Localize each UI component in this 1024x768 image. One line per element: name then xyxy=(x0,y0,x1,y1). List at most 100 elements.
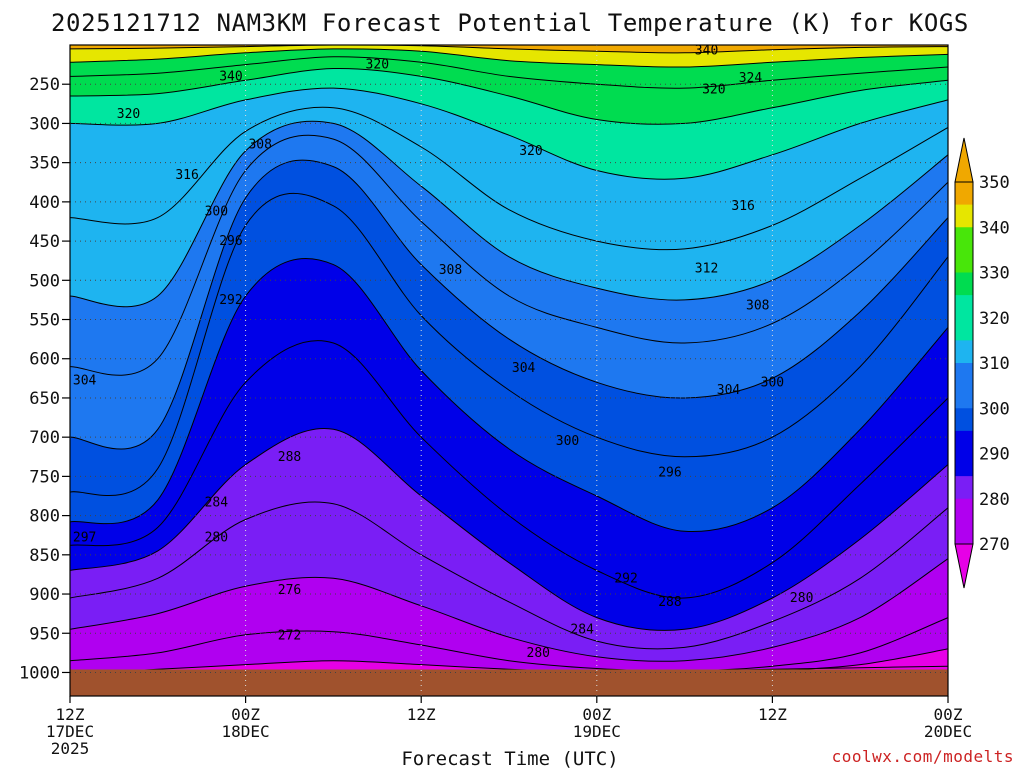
isentrope-284 xyxy=(69,501,949,650)
colorbar-cell xyxy=(955,430,973,454)
colorbar-cell xyxy=(955,453,973,477)
contour-label: 304 xyxy=(512,361,536,376)
colorbar-label: 340 xyxy=(979,218,1010,238)
colorbar-cell xyxy=(955,385,973,409)
contour-label: 280 xyxy=(205,531,228,546)
x-tick-label: 12Z xyxy=(758,705,787,724)
isentrope-316 xyxy=(69,106,949,251)
y-tick-label: 650 xyxy=(29,389,60,409)
colorbar-cell xyxy=(955,249,973,273)
contour-label: 284 xyxy=(205,495,229,510)
band-324 xyxy=(70,56,948,125)
x-tick-label: 20DEC xyxy=(924,722,972,741)
contour-label: 324 xyxy=(739,71,763,86)
y-axis: 250 300 350 400 450 500 550 600 650 700 750 800 850 9… xyxy=(19,75,70,683)
isentrope-324 xyxy=(69,67,949,125)
isentrope-330 xyxy=(69,56,949,89)
isentrope-312 xyxy=(69,120,949,308)
band-316 xyxy=(70,88,948,250)
band-296 xyxy=(70,193,948,532)
contour-label: 320 xyxy=(702,83,725,98)
contour-label: 320 xyxy=(117,107,140,122)
colorbar-cell xyxy=(955,272,973,296)
colorbar-cell xyxy=(955,295,973,319)
colorbar-cell xyxy=(955,521,973,545)
theta-bands xyxy=(70,44,948,696)
y-tick-label: 400 xyxy=(29,193,60,213)
contour-label: 296 xyxy=(219,234,242,249)
contour-label: 300 xyxy=(205,204,228,219)
y-tick-label: 900 xyxy=(29,585,60,605)
colorbar-cell xyxy=(955,363,973,387)
band-280 xyxy=(70,502,948,662)
isentrope-280 xyxy=(69,558,949,662)
isentrope-292 xyxy=(69,340,949,599)
isentrope-320 xyxy=(69,87,949,180)
colorbar-cell xyxy=(955,204,973,228)
band-304 xyxy=(70,135,948,449)
y-tick-label: 550 xyxy=(29,311,60,331)
contour-label: 300 xyxy=(761,375,784,390)
credit-text: coolwx.com/modelts xyxy=(832,747,1014,766)
isentrope-350 xyxy=(69,44,949,54)
colorbar-frame xyxy=(954,181,974,545)
colorbar-cell xyxy=(955,317,973,341)
y-tick-label: 800 xyxy=(29,507,60,527)
band-330 xyxy=(70,48,948,89)
band-312 xyxy=(70,107,948,307)
x-tick-label: 2025 xyxy=(51,739,90,758)
contour-label: 288 xyxy=(658,595,681,610)
colorbar-cell xyxy=(955,476,973,500)
colorbar-label: 320 xyxy=(979,309,1010,329)
colorbar: 270 280 290 300 310 320 330 340 350 xyxy=(954,137,1010,589)
contour-label: 272 xyxy=(278,629,301,644)
contour-labels: 340 320 308 316 320 340 324 320 320 316 300 296 292 3… xyxy=(73,43,814,660)
colorbar-label: 300 xyxy=(979,399,1010,419)
isentrope-300 xyxy=(69,192,949,496)
y-tick-label: 350 xyxy=(29,154,60,174)
contour-label: 308 xyxy=(746,298,769,313)
y-tick-label: 700 xyxy=(29,428,60,448)
x-tick-label: 17DEC xyxy=(46,722,94,741)
colorbar-label: 280 xyxy=(979,490,1010,510)
colorbar-label: 290 xyxy=(979,445,1010,465)
colorbar-cell xyxy=(955,498,973,522)
y-tick-label: 250 xyxy=(29,75,60,95)
band-340 xyxy=(70,44,948,68)
colorbar-label: 310 xyxy=(979,354,1010,374)
contour-label: 280 xyxy=(527,646,550,661)
y-tick-label: 500 xyxy=(29,271,60,291)
band-276 xyxy=(70,558,948,671)
x-tick-label: 00Z xyxy=(231,705,260,724)
contour-label: 340 xyxy=(695,43,718,58)
band-top xyxy=(70,44,948,53)
colorbar-cell xyxy=(955,340,973,364)
contour-label: 320 xyxy=(519,144,542,159)
y-tick-label: 750 xyxy=(29,467,60,487)
x-tick-label: 00Z xyxy=(934,705,963,724)
colorbar-bottom-arrow xyxy=(954,543,974,589)
isentrope-288 xyxy=(69,427,949,631)
contour-label: 316 xyxy=(175,168,198,183)
y-tick-label: 600 xyxy=(29,350,60,370)
contour-label: 340 xyxy=(219,69,242,84)
contour-label: 280 xyxy=(790,591,813,606)
ground-surface xyxy=(70,669,948,696)
band-284 xyxy=(70,428,948,649)
isentrope-304 xyxy=(69,159,949,450)
contour-label: 292 xyxy=(614,571,637,586)
plot-frame xyxy=(69,44,949,697)
chart-title: 2025121712 NAM3KM Forecast Potential Tem… xyxy=(51,9,969,37)
isentrope-340 xyxy=(69,48,949,68)
contour-label: 304 xyxy=(73,374,97,389)
contour-label: 320 xyxy=(366,58,389,73)
x-axis-label: Forecast Time (UTC) xyxy=(401,748,618,768)
contour-label: 292 xyxy=(219,293,242,308)
colorbar-label: 270 xyxy=(979,535,1010,555)
colorbar-label: 350 xyxy=(979,173,1010,193)
band-288 xyxy=(70,340,948,631)
x-tick-label: 19DEC xyxy=(573,722,621,741)
colorbar-cell xyxy=(955,227,973,251)
